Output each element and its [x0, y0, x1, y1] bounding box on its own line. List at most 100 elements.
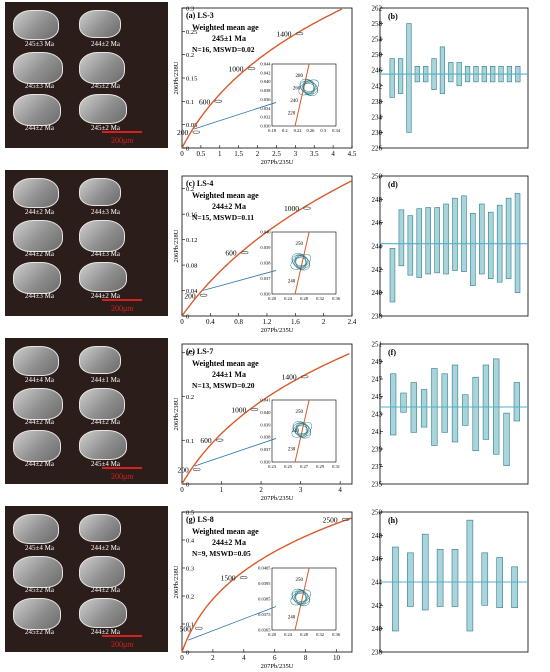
inset-x-tick-label: 0.32: [316, 296, 324, 301]
grain-age-label: 245±2 Ma: [91, 82, 120, 90]
concordia-age-label: 1000: [284, 204, 299, 213]
age-error-bar: [462, 394, 469, 426]
concordia-curve: [181, 8, 343, 149]
inset-age-label: 230: [288, 447, 296, 452]
zircon-grain: [79, 220, 125, 252]
bar-y-tick-label: 239: [372, 446, 383, 454]
x-tick-label: 0.8: [234, 318, 243, 326]
concordia-curve: [181, 353, 350, 485]
inset-x-tick-label: 0.18: [268, 128, 277, 133]
inset-x-tick-label: 0.3: [320, 128, 326, 133]
panel-title: (e) LS-7: [186, 347, 213, 356]
age-error-bar: [407, 552, 414, 607]
zircon-grain: [13, 514, 59, 544]
concordia-age-label: 1500: [221, 574, 236, 583]
concordia-age-marker: [199, 293, 208, 297]
concordia-age-marker: [192, 130, 201, 134]
age-error-bar: [451, 549, 459, 607]
concordia-age-marker: [303, 206, 311, 210]
grain-age-label: 244±3 Ma: [91, 208, 120, 216]
grain-age-label: 245±2 Ma: [25, 586, 54, 594]
inset-y-tick-label: 0.039: [260, 245, 271, 250]
sample-row-ls-4: 244±2 Ma 244±3 Ma 244±2 Ma 244±3 Ma 244±3 Ma…: [0, 168, 550, 336]
grain-age-label: 245±4 Ma: [25, 544, 54, 552]
x-tick-label: 1.6: [291, 318, 300, 326]
concordia-plot: 0 0.5 1 1.5 2 2.5 3 3.5 4 4.5 0 0.05 0.1 0.15 0.2 0.25 0…: [173, 6, 356, 167]
y-axis-label: 206Pb/238U: [173, 61, 180, 94]
concordia-age-marker: [247, 67, 256, 71]
concordia-curve: [181, 517, 352, 653]
y-tick-label: 0.04: [186, 288, 198, 295]
y-tick-label: 0.2: [186, 52, 194, 59]
scale-bar: [102, 131, 142, 133]
inset-x-tick-label: 0.24: [284, 296, 293, 301]
sample-row-ls-3: 245±3 Ma 244±2 Ma 245±3 Ma 245±2 Ma 244±2 Ma…: [0, 0, 550, 168]
inset-x-tick-label: 0.27: [300, 464, 309, 469]
age-error-bar: [482, 364, 490, 440]
scale-bar: [102, 635, 142, 637]
cl-zircon-image: 244±2 Ma 244±3 Ma 244±2 Ma 244±3 Ma 244±3 Ma…: [5, 170, 168, 316]
concordia-age-marker: [240, 251, 249, 255]
bar-y-tick-label: 251: [372, 341, 383, 349]
x-tick-label: 4: [338, 486, 342, 494]
zircon-grain: [79, 94, 127, 124]
bar-y-tick-label: 249: [372, 358, 383, 366]
cl-zircon-image: 245±3 Ma 244±2 Ma 245±3 Ma 245±2 Ma 244±2 Ma…: [5, 2, 168, 148]
concordia-age-label: 200: [184, 291, 196, 300]
inset-concordia: [294, 231, 310, 295]
y-tick-label: 0.12: [186, 237, 197, 244]
zircon-grain: [13, 10, 59, 40]
error-ellipse: [292, 421, 311, 439]
grain-age-label: 244±2 Ma: [91, 628, 120, 636]
zircon-grain: [13, 430, 61, 462]
inset-age-label: 240: [292, 429, 300, 434]
concordia-age-marker: [341, 517, 350, 521]
inset-age-label: 280: [295, 74, 303, 79]
x-tick-label: 1.2: [263, 318, 272, 326]
zircon-grain: [79, 262, 127, 292]
inset-y-tick-label: 0.0395: [258, 581, 271, 586]
bar-y-tick-label: 242: [372, 82, 383, 90]
inset-x-tick-label: 0.36: [332, 296, 341, 301]
error-ellipse: [303, 79, 315, 96]
age-error-bar: [472, 376, 479, 452]
grain-age-label: 244±2 Ma: [25, 124, 54, 132]
grain-age-label: 244±1 Ma: [91, 376, 120, 384]
age-error-bar: [452, 197, 458, 271]
y-tick-label: 0.1: [186, 622, 194, 629]
bar-y-tick-label: 238: [372, 313, 383, 321]
weighted-mean-age: 244±1 Ma: [212, 370, 246, 379]
sample-row-ls-7: 244±4 Ma 244±1 Ma 244±2 Ma 244±2 Ma 244±2 Ma…: [0, 336, 550, 504]
concordia-age-label: 1400: [282, 373, 297, 382]
age-bar-chart: 238 240 242 244 246 248 250 (d): [372, 173, 529, 321]
concordia-age-marker: [239, 576, 248, 580]
stats-line: N=13, MSWD=0.20: [192, 381, 255, 390]
zircon-grain: [13, 52, 63, 84]
error-ellipse: [290, 589, 312, 606]
inset-x-tick-label: 0.28: [300, 632, 309, 637]
zircon-grain: [79, 556, 125, 588]
inset-x-tick-label: 0.23: [268, 464, 277, 469]
inset-age-label: 240: [288, 615, 296, 620]
bar-y-tick-label: 238: [372, 98, 383, 106]
age-error-bar: [503, 412, 510, 466]
age-error-bar: [451, 364, 459, 443]
inset-age-label: 250: [295, 242, 303, 247]
x-tick-label: 2: [256, 150, 260, 158]
error-ellipse: [294, 593, 308, 602]
error-ellipse: [293, 256, 308, 268]
bar-y-tick-label: 242: [372, 602, 383, 610]
zircon-grain: [13, 346, 59, 376]
x-tick-label: 3: [294, 150, 298, 158]
inset-age-label: 260: [293, 87, 301, 92]
age-error-bar: [441, 373, 448, 433]
age-error-bar: [487, 211, 494, 279]
concordia-plot: 0 2 4 6 8 10 0 0.1 0.2 0.3 0.4 0.5 207Pb/235U 206Pb/2…: [173, 510, 353, 670]
stat-title: Weighted mean age: [192, 359, 259, 368]
age-error-bar: [514, 193, 521, 293]
x-tick-label: 2: [259, 486, 263, 494]
concordia-age-label: 2500: [323, 515, 338, 524]
x-tick-label: 0.5: [197, 150, 206, 158]
age-error-bar: [398, 209, 405, 267]
error-ellipse: [291, 253, 310, 271]
